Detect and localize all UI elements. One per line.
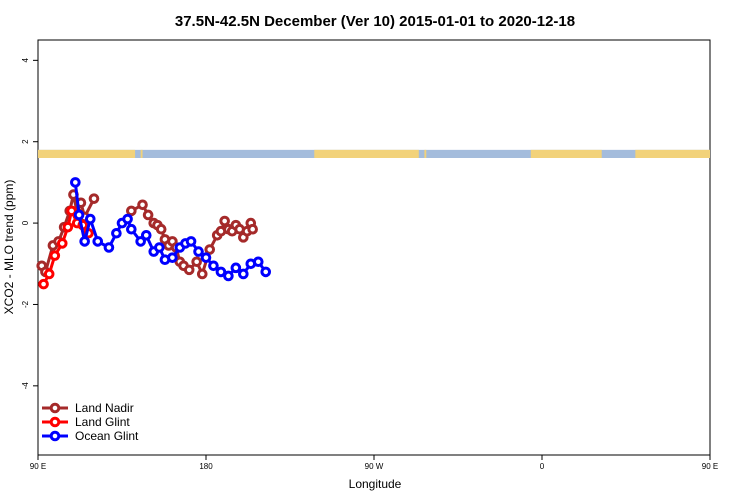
data-point-land-glint <box>56 238 68 249</box>
legend-label-land-nadir: Land Nadir <box>75 401 134 415</box>
data-point-land-nadir <box>137 199 148 211</box>
data-point-land-nadir <box>204 244 216 255</box>
data-point-land-nadir <box>247 223 258 235</box>
legend-marker-ocean-glint <box>49 430 61 442</box>
land-band <box>530 149 602 158</box>
y-tick-label: -2 <box>21 300 30 308</box>
data-point-ocean-glint <box>185 236 197 247</box>
legend-label-land-glint: Land Glint <box>75 415 130 429</box>
land-band <box>140 149 143 158</box>
land-band <box>635 149 710 158</box>
data-point-ocean-glint <box>122 213 133 225</box>
x-tick-label: 90 E <box>30 462 46 471</box>
data-point-land-nadir <box>196 268 208 280</box>
data-point-ocean-glint <box>92 236 104 247</box>
x-axis-label: Longitude <box>349 477 402 491</box>
legend-item-land-glint: Land Glint <box>42 415 130 429</box>
y-tick-label: -4 <box>21 382 30 390</box>
legend-marker-land-glint <box>49 416 61 428</box>
x-tick-label: 90 W <box>365 462 384 471</box>
y-tick-label: 4 <box>21 58 30 63</box>
data-point-land-glint <box>43 268 55 280</box>
data-point-ocean-glint <box>135 236 146 247</box>
data-point-ocean-glint <box>73 209 85 221</box>
data-point-land-nadir <box>126 205 137 217</box>
y-axis-label: XCO2 - MLO trend (ppm) <box>2 180 16 315</box>
data-point-ocean-glint <box>208 260 219 272</box>
data-point-ocean-glint <box>193 246 204 257</box>
y-axis: -4 -2 0 2 4 <box>21 58 38 390</box>
data-point-ocean-glint <box>154 242 165 253</box>
series-layer <box>36 177 272 290</box>
legend-item-ocean-glint: Ocean Glint <box>42 429 139 443</box>
chart-title: 37.5N-42.5N December (Ver 10) 2015-01-01… <box>175 13 575 30</box>
land-band <box>314 149 419 158</box>
x-tick-label: 0 <box>540 462 545 471</box>
data-point-ocean-glint <box>223 270 234 282</box>
data-point-ocean-glint <box>103 242 115 253</box>
data-point-ocean-glint <box>126 223 137 235</box>
data-point-ocean-glint <box>252 256 264 268</box>
data-point-land-glint <box>49 250 61 261</box>
data-point-ocean-glint <box>260 266 272 278</box>
x-tick-label: 180 <box>199 462 213 471</box>
legend-marker-land-nadir <box>49 402 61 414</box>
data-point-ocean-glint <box>111 227 122 239</box>
y-tick-label: 0 <box>21 220 30 225</box>
data-point-ocean-glint <box>167 252 178 263</box>
data-point-ocean-glint <box>200 252 212 263</box>
data-point-land-glint <box>66 205 77 217</box>
data-point-ocean-glint <box>140 229 152 241</box>
data-point-land-nadir <box>219 215 230 227</box>
land-band <box>38 149 136 158</box>
y-tick-label: 2 <box>21 139 30 144</box>
data-point-ocean-glint <box>238 268 249 280</box>
data-point-ocean-glint <box>79 236 90 247</box>
data-point-land-glint <box>38 278 49 290</box>
data-point-ocean-glint <box>84 213 96 225</box>
data-point-ocean-glint <box>215 266 227 278</box>
data-point-land-glint <box>62 221 74 233</box>
data-point-land-nadir <box>191 256 202 268</box>
data-point-land-nadir <box>183 264 195 276</box>
data-point-land-nadir <box>155 223 167 235</box>
data-point-land-nadir <box>88 193 100 204</box>
legend-label-ocean-glint: Ocean Glint <box>75 429 139 443</box>
series-ocean-glint <box>70 177 272 282</box>
data-point-land-nadir <box>142 209 154 221</box>
data-point-ocean-glint <box>70 177 81 188</box>
land-ocean-strip <box>38 149 710 158</box>
data-point-ocean-glint <box>230 262 242 274</box>
legend-item-land-nadir: Land Nadir <box>42 401 134 415</box>
plot-frame <box>37 39 711 456</box>
x-tick-label: 90 E <box>702 462 718 471</box>
land-band <box>424 149 427 158</box>
legend: Land Nadir Land Glint Ocean Glint <box>42 401 139 443</box>
